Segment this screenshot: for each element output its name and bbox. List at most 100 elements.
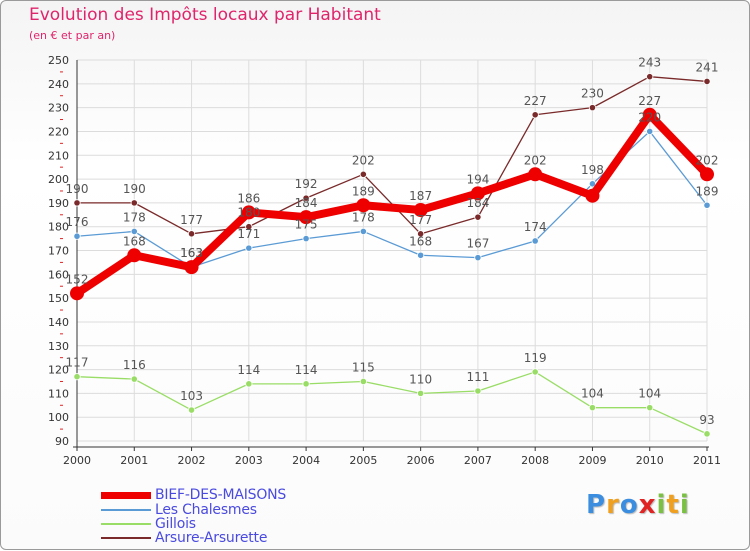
series-line-gillois xyxy=(76,371,708,435)
data-label: 241 xyxy=(696,60,719,74)
logo-letter: r xyxy=(606,490,620,520)
legend-label: Gillois xyxy=(155,516,196,532)
data-label: 180 xyxy=(237,206,260,220)
data-label: 168 xyxy=(123,234,146,248)
data-label: 177 xyxy=(180,213,203,227)
data-point xyxy=(642,107,657,122)
data-label: 202 xyxy=(696,153,719,167)
data-point xyxy=(356,198,371,213)
data-point xyxy=(73,373,81,381)
legend-item-les-chalesmes: Les Chalesmes xyxy=(101,502,257,518)
data-label: 110 xyxy=(409,372,432,386)
data-label: 184 xyxy=(466,196,489,210)
data-label: 104 xyxy=(638,387,661,401)
x-tick-label: 2007 xyxy=(464,454,492,467)
y-tick-label: 200 xyxy=(48,173,69,186)
data-point xyxy=(646,404,654,412)
y-tick-label: 130 xyxy=(48,340,69,353)
data-label: 177 xyxy=(409,213,432,227)
data-point xyxy=(70,286,84,301)
legend-item-bief-des-maisons: BIEF-DES-MAISONS xyxy=(101,487,286,503)
data-label: 163 xyxy=(180,246,203,260)
data-label: 190 xyxy=(66,182,89,196)
y-tick-label: 90 xyxy=(55,435,69,448)
data-label: 176 xyxy=(66,215,89,229)
data-point xyxy=(417,251,425,259)
x-tick-label: 2010 xyxy=(636,454,664,467)
data-label: 104 xyxy=(581,387,604,401)
data-point xyxy=(245,380,253,388)
data-point xyxy=(184,260,199,275)
series-line-bief-des-maisons xyxy=(73,110,711,298)
data-point xyxy=(130,227,138,236)
data-label: 189 xyxy=(696,184,719,198)
data-point xyxy=(703,77,711,86)
data-point xyxy=(700,167,714,182)
y-tick-label: 100 xyxy=(48,411,69,424)
data-point xyxy=(359,377,367,386)
data-point xyxy=(588,104,597,112)
data-label: 198 xyxy=(581,163,604,177)
data-point xyxy=(130,375,138,383)
x-tick-label: 2003 xyxy=(235,454,263,467)
data-point xyxy=(528,167,543,182)
data-point xyxy=(703,201,711,209)
data-point xyxy=(302,380,310,388)
data-label: 243 xyxy=(638,56,661,70)
proxiti-logo: Proxiti xyxy=(586,490,690,520)
y-tick-label: 210 xyxy=(48,149,69,162)
y-tick-label: 170 xyxy=(48,245,69,258)
data-point xyxy=(187,230,196,238)
data-point xyxy=(245,244,253,252)
data-point xyxy=(531,111,539,119)
legend-swatch xyxy=(101,491,151,499)
label-layer: 152 168 163 186 184 189 187 194 202 227 202 176 178 1… xyxy=(66,56,719,427)
legend-swatch xyxy=(101,523,151,525)
x-tick-label: 2006 xyxy=(407,454,435,467)
data-point xyxy=(302,234,310,243)
legend-swatch xyxy=(101,509,151,511)
legend-item-gillois: Gillois xyxy=(101,516,196,532)
data-point xyxy=(474,254,482,262)
legend-label: Les Chalesmes xyxy=(155,502,257,518)
x-tick-label: 2005 xyxy=(349,454,377,467)
data-label: 93 xyxy=(699,413,714,427)
data-label: 174 xyxy=(524,220,547,234)
data-point xyxy=(588,404,597,412)
y-tick-label: 140 xyxy=(48,316,69,329)
logo-letter: t xyxy=(666,490,680,520)
data-label: 230 xyxy=(581,87,604,101)
data-label: 167 xyxy=(466,237,489,251)
data-point xyxy=(73,199,81,207)
data-label: 202 xyxy=(352,153,375,167)
data-point xyxy=(531,368,539,376)
data-point xyxy=(245,223,253,231)
y-tick-label: 190 xyxy=(48,197,69,210)
data-label: 227 xyxy=(638,94,661,108)
data-label: 202 xyxy=(524,153,547,167)
data-label: 178 xyxy=(352,210,375,224)
data-point xyxy=(474,213,482,221)
x-tick-label: 2000 xyxy=(63,454,91,467)
data-label: 190 xyxy=(123,182,146,196)
data-point xyxy=(417,230,425,238)
data-label: 192 xyxy=(295,177,318,191)
data-label: 114 xyxy=(237,363,260,377)
data-label: 152 xyxy=(66,272,89,286)
data-point xyxy=(73,232,81,240)
legend-item-arsure-arsurette: Arsure-Arsurette xyxy=(101,530,267,546)
grid-layer xyxy=(76,59,708,442)
legend-swatch xyxy=(101,537,151,539)
data-point xyxy=(302,194,310,202)
logo-letter: i xyxy=(679,490,690,520)
x-tick-label: 2009 xyxy=(578,454,606,467)
chart-title: Evolution des Impôts locaux par Habitant xyxy=(29,5,381,25)
data-point xyxy=(299,210,314,225)
data-label: 189 xyxy=(352,184,375,198)
data-point xyxy=(585,188,600,203)
data-label: 168 xyxy=(409,234,432,248)
series-line-les-chalesmes xyxy=(76,130,708,268)
data-label: 220 xyxy=(638,110,661,124)
data-point xyxy=(241,205,256,220)
